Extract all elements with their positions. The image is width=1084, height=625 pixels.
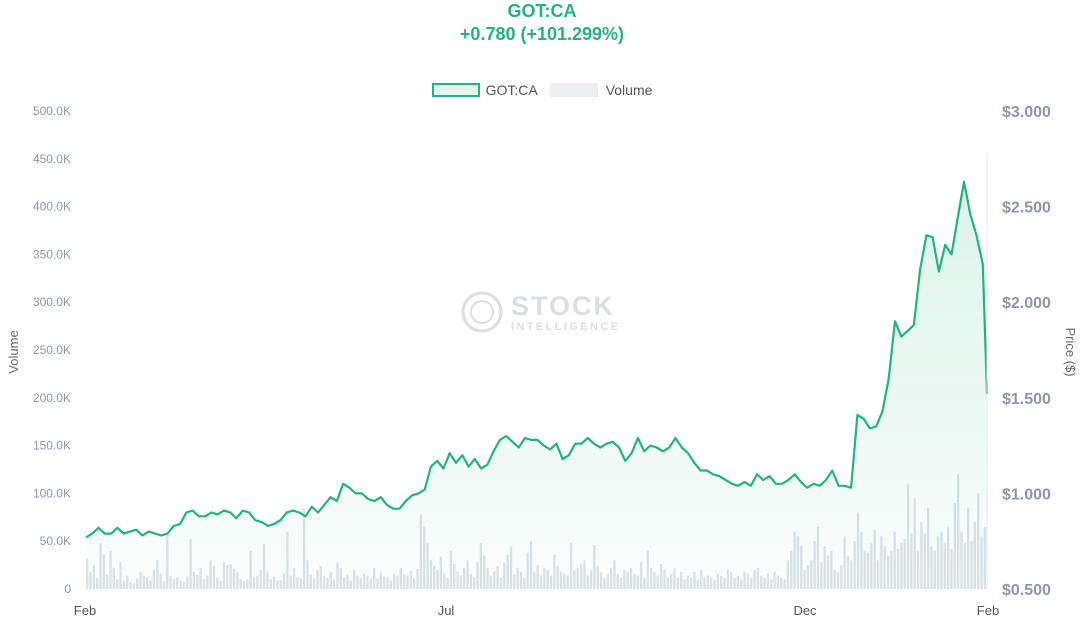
chart-header: GOT:CA +0.780 (+101.299%) — [0, 0, 1084, 46]
x-axis: Feb Jul Dec Feb — [74, 603, 999, 618]
right-axis: $0.500 $1.000 $1.500 $2.000 $2.500 $3.000 — [1002, 104, 1051, 599]
chart-title: GOT:CA — [507, 1, 577, 21]
left-tick-label: 50.0K — [40, 534, 71, 548]
chart-legend: GOT:CA Volume — [0, 82, 1084, 98]
left-tick-label: 150.0K — [33, 439, 71, 453]
price-change: +0.780 (+101.299%) — [459, 24, 625, 44]
watermark-line2: INTELLIGENCE — [511, 321, 620, 333]
right-tick-label: $2.000 — [1002, 295, 1051, 312]
left-tick-label: 350.0K — [33, 247, 71, 261]
left-axis-title: Volume — [6, 330, 21, 373]
left-tick-label: 500.0K — [33, 104, 71, 118]
right-tick-label: $1.000 — [1002, 486, 1051, 503]
watermark-line1: STOCK — [511, 291, 615, 321]
left-tick-label: 250.0K — [33, 343, 71, 357]
watermark: STOCK INTELLIGENCE — [461, 291, 620, 333]
right-tick-label: $1.500 — [1002, 391, 1051, 408]
legend-item-volume[interactable]: Volume — [549, 82, 653, 98]
right-tick-label: $0.500 — [1002, 582, 1051, 599]
right-axis-title: Price ($) — [1063, 327, 1078, 376]
watermark-logo-icon — [461, 291, 503, 333]
x-tick-label: Jul — [438, 603, 455, 618]
left-tick-label: 450.0K — [33, 152, 71, 166]
legend-label-price: GOT:CA — [485, 82, 538, 98]
left-axis: 0 50.0K 100.0K 150.0K 200.0K 250.0K 300.0K 350.… — [33, 104, 71, 596]
left-tick-label: 300.0K — [33, 295, 71, 309]
price-area — [86, 181, 987, 589]
left-tick-label: 0 — [64, 582, 71, 596]
price-line — [85, 180, 989, 539]
legend-label-volume: Volume — [605, 82, 653, 98]
right-tick-label: $2.500 — [1002, 200, 1051, 217]
watermark-logo-inner-icon — [470, 300, 494, 324]
x-tick-label: Feb — [74, 603, 96, 618]
right-tick-label: $3.000 — [1002, 104, 1051, 121]
x-tick-label: Feb — [977, 603, 999, 618]
left-tick-label: 400.0K — [33, 200, 71, 214]
left-tick-label: 100.0K — [33, 486, 71, 500]
legend-item-price[interactable]: GOT:CA — [431, 82, 538, 98]
legend-swatch-price — [431, 83, 480, 97]
legend-swatch-volume — [549, 83, 598, 97]
x-tick-label: Dec — [793, 603, 817, 618]
left-tick-label: 200.0K — [33, 391, 71, 405]
